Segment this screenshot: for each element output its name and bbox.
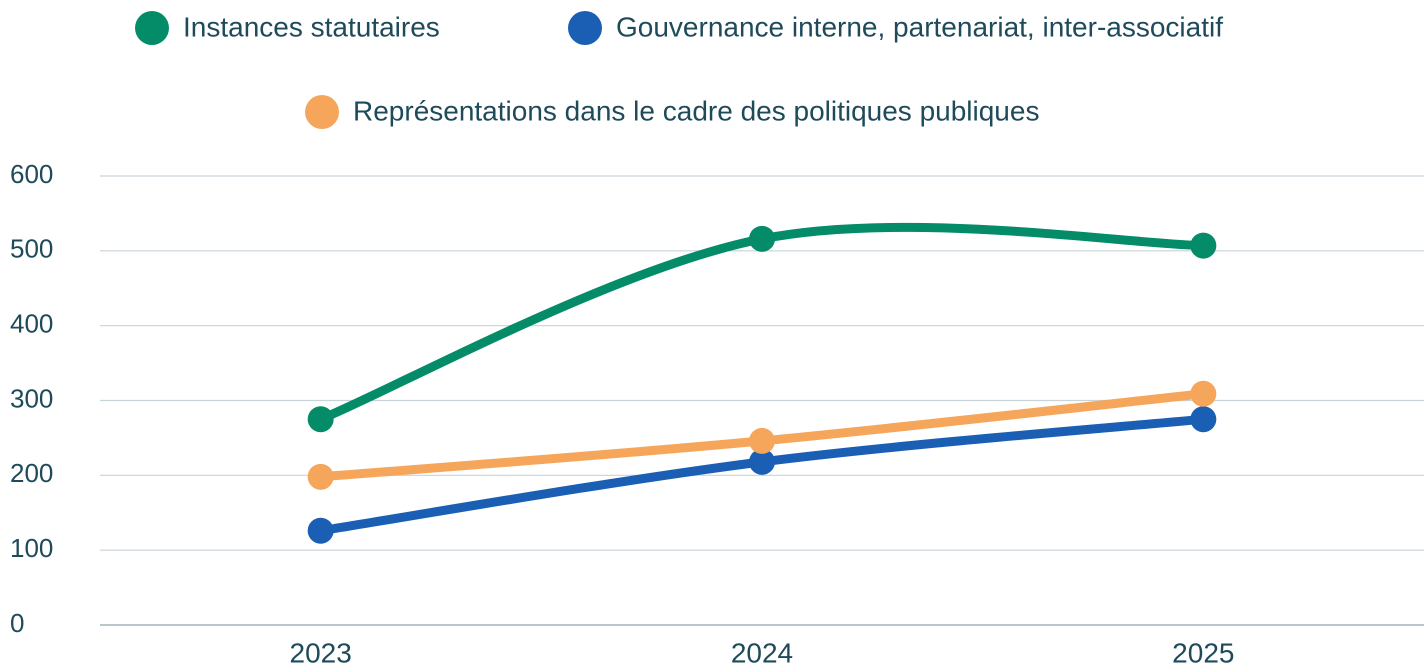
- legend-label: Gouvernance interne, partenariat, inter-…: [616, 11, 1223, 42]
- x-tick-label: 2023: [290, 637, 352, 666]
- x-tick-label: 2025: [1172, 637, 1234, 666]
- data-point: [307, 517, 334, 544]
- y-tick-label: 0: [10, 608, 24, 638]
- legend-swatch: [305, 95, 339, 129]
- legend-swatch: [568, 11, 602, 45]
- data-point: [749, 448, 775, 475]
- x-tick-label: 2024: [731, 637, 793, 666]
- legend-label: Instances statutaires: [183, 11, 440, 42]
- series-line: [316, 222, 1208, 424]
- data-point: [307, 463, 334, 490]
- y-tick-label: 200: [10, 458, 53, 488]
- legend-swatch: [135, 11, 169, 45]
- y-tick-label: 500: [10, 234, 53, 264]
- data-point: [1190, 406, 1217, 433]
- y-tick-label: 100: [10, 533, 53, 563]
- data-point: [749, 225, 775, 252]
- data-point: [749, 427, 775, 454]
- y-tick-label: 400: [10, 309, 53, 339]
- y-tick-label: 600: [10, 159, 53, 189]
- y-tick-label: 300: [10, 383, 53, 413]
- data-point: [307, 406, 334, 433]
- data-point: [1190, 380, 1217, 407]
- legend-label: Représentations dans le cadre des politi…: [353, 95, 1039, 126]
- data-point: [1190, 232, 1217, 259]
